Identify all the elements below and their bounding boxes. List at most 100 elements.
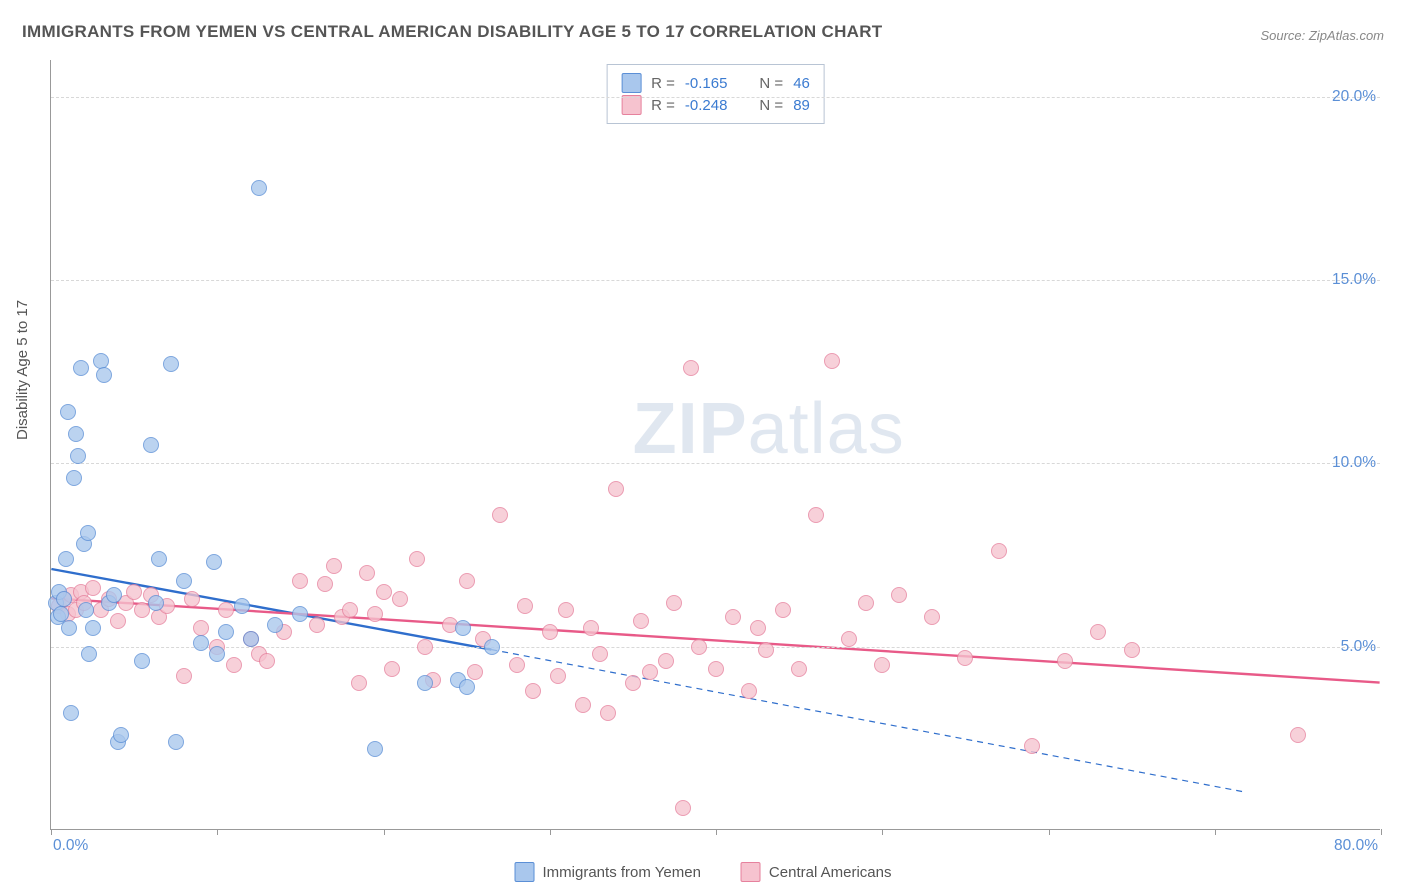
data-point xyxy=(110,613,126,629)
n-label: N = xyxy=(759,75,783,92)
data-point xyxy=(96,367,112,383)
data-point xyxy=(409,551,425,567)
data-point xyxy=(218,624,234,640)
data-point xyxy=(53,606,69,622)
data-point xyxy=(81,646,97,662)
data-point xyxy=(218,602,234,618)
data-point xyxy=(148,595,164,611)
data-point xyxy=(858,595,874,611)
data-point xyxy=(417,675,433,691)
data-point xyxy=(243,631,259,647)
data-point xyxy=(525,683,541,699)
data-point xyxy=(351,675,367,691)
data-point xyxy=(1024,738,1040,754)
data-point xyxy=(683,360,699,376)
y-axis-label: Disability Age 5 to 17 xyxy=(14,300,31,440)
data-point xyxy=(583,620,599,636)
data-point xyxy=(184,591,200,607)
n-label: N = xyxy=(759,97,783,114)
data-point xyxy=(874,657,890,673)
data-point xyxy=(176,573,192,589)
data-point xyxy=(317,576,333,592)
data-point xyxy=(61,620,77,636)
data-point xyxy=(226,657,242,673)
data-point xyxy=(392,591,408,607)
data-point xyxy=(309,617,325,633)
data-point xyxy=(758,642,774,658)
data-point xyxy=(725,609,741,625)
legend-item: Central Americans xyxy=(741,862,892,882)
data-point xyxy=(209,646,225,662)
legend-item: Immigrants from Yemen xyxy=(515,862,701,882)
data-point xyxy=(625,675,641,691)
stats-legend-row: R =-0.248N =89 xyxy=(621,95,810,115)
data-point xyxy=(151,551,167,567)
x-tick xyxy=(1381,829,1382,835)
data-point xyxy=(326,558,342,574)
data-point xyxy=(957,650,973,666)
data-point xyxy=(675,800,691,816)
data-point xyxy=(60,404,76,420)
legend-swatch xyxy=(621,73,641,93)
stats-legend-row: R =-0.165N =46 xyxy=(621,73,810,93)
data-point xyxy=(542,624,558,640)
chart-container: IMMIGRANTS FROM YEMEN VS CENTRAL AMERICA… xyxy=(0,0,1406,892)
watermark-rest: atlas xyxy=(748,389,905,469)
data-point xyxy=(824,353,840,369)
data-point xyxy=(550,668,566,684)
watermark-bold: ZIP xyxy=(633,389,748,469)
x-tick xyxy=(882,829,883,835)
data-point xyxy=(924,609,940,625)
data-point xyxy=(841,631,857,647)
data-point xyxy=(492,507,508,523)
data-point xyxy=(68,426,84,442)
data-point xyxy=(56,591,72,607)
stats-legend: R =-0.165N =46R =-0.248N =89 xyxy=(606,64,825,124)
gridline xyxy=(51,463,1380,464)
legend-label: Central Americans xyxy=(769,864,892,881)
x-axis-min-label: 0.0% xyxy=(53,837,88,855)
x-tick xyxy=(384,829,385,835)
watermark: ZIPatlas xyxy=(633,388,905,470)
data-point xyxy=(126,584,142,600)
x-tick xyxy=(217,829,218,835)
data-point xyxy=(367,606,383,622)
data-point xyxy=(455,620,471,636)
data-point xyxy=(750,620,766,636)
data-point xyxy=(113,727,129,743)
data-point xyxy=(1057,653,1073,669)
data-point xyxy=(85,620,101,636)
data-point xyxy=(376,584,392,600)
x-tick xyxy=(716,829,717,835)
gridline xyxy=(51,97,1380,98)
n-value: 89 xyxy=(793,97,810,114)
data-point xyxy=(991,543,1007,559)
data-point xyxy=(168,734,184,750)
data-point xyxy=(106,587,122,603)
data-point xyxy=(1090,624,1106,640)
r-value: -0.248 xyxy=(685,97,728,114)
data-point xyxy=(575,697,591,713)
data-point xyxy=(891,587,907,603)
data-point xyxy=(134,653,150,669)
data-point xyxy=(658,653,674,669)
x-tick xyxy=(1215,829,1216,835)
data-point xyxy=(193,620,209,636)
plot-area: ZIPatlas R =-0.165N =46R =-0.248N =89 0.… xyxy=(50,60,1380,830)
x-tick xyxy=(51,829,52,835)
data-point xyxy=(384,661,400,677)
data-point xyxy=(1124,642,1140,658)
data-point xyxy=(775,602,791,618)
data-point xyxy=(342,602,358,618)
data-point xyxy=(459,573,475,589)
x-axis-max-label: 80.0% xyxy=(1334,837,1378,855)
data-point xyxy=(708,661,724,677)
data-point xyxy=(517,598,533,614)
bottom-legend: Immigrants from Yemen Central Americans xyxy=(515,862,892,882)
data-point xyxy=(143,437,159,453)
data-point xyxy=(791,661,807,677)
trend-lines-svg xyxy=(51,60,1380,829)
x-tick xyxy=(550,829,551,835)
data-point xyxy=(206,554,222,570)
data-point xyxy=(417,639,433,655)
